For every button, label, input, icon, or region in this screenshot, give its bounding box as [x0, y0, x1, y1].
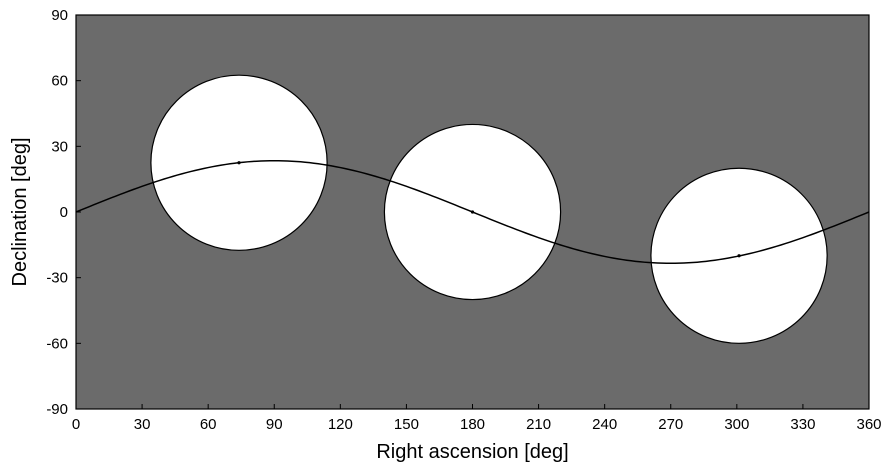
x-tick-label: 360: [856, 416, 881, 433]
x-tick-label: 120: [328, 416, 353, 433]
x-tick-label: 90: [266, 416, 283, 433]
y-tick-label: -90: [46, 401, 68, 418]
x-tick-label: 180: [460, 416, 485, 433]
centers-layer: [237, 161, 741, 258]
x-tick-label: 60: [200, 416, 217, 433]
y-tick-label: 60: [51, 73, 68, 90]
x-tick-label: 150: [394, 416, 419, 433]
circle-center-3: [737, 254, 741, 258]
y-tick-label: 30: [51, 138, 68, 155]
x-axis-label: Right ascension [deg]: [376, 441, 568, 463]
x-axis: 0 30 60 90 120 150 180 210 240 270 300 330 360: [72, 404, 882, 433]
circle-center-1: [237, 161, 241, 165]
x-tick-label: 330: [790, 416, 815, 433]
x-tick-label: 30: [134, 416, 151, 433]
y-tick-label: -60: [46, 335, 68, 352]
y-tick-label: -30: [46, 270, 68, 287]
circle-center-2: [470, 210, 475, 214]
x-tick-label: 270: [658, 416, 683, 433]
x-tick-label: 240: [592, 416, 617, 433]
x-tick-label: 210: [526, 416, 551, 433]
y-tick-label: 0: [60, 204, 68, 221]
x-tick-label: 0: [72, 416, 80, 433]
x-tick-label: 300: [724, 416, 749, 433]
y-tick-label: 90: [51, 7, 68, 24]
y-axis-label: Declination [deg]: [9, 138, 31, 287]
y-axis: -90 -60 -30 0 30 60 90: [46, 7, 81, 418]
